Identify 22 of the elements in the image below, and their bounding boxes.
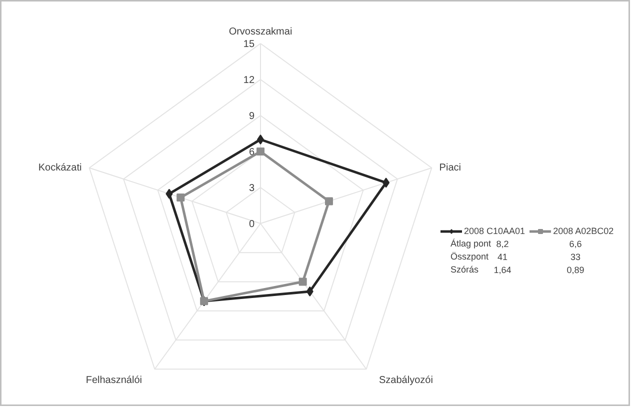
text: 6,6 — [569, 239, 582, 249]
text: 41 — [497, 252, 508, 262]
text: Összpont — [450, 252, 490, 262]
text: 33 — [570, 252, 581, 262]
y-tick-label: 0 — [248, 219, 255, 230]
y-tick-label: 6 — [248, 147, 255, 158]
spoke-label: Felhasználói — [86, 375, 142, 386]
text: Szórás — [450, 264, 480, 274]
legend-label: 2008 C10AA01 — [464, 226, 526, 236]
text: Átlag pont — [450, 238, 492, 248]
legend-label: 2008 A02BC02 — [553, 226, 614, 236]
y-tick-label: 9 — [248, 111, 255, 122]
text: 1,64 — [494, 265, 512, 275]
spoke-label: Piaci — [439, 162, 461, 174]
y-tick-label: 15 — [243, 39, 255, 50]
y-tick-label: 12 — [243, 75, 255, 86]
text: 8,2 — [496, 239, 509, 249]
spoke-label: Orvosszakmai — [228, 26, 292, 38]
y-tick-label: 3 — [248, 183, 255, 194]
spoke-label: Kockázati — [38, 162, 82, 174]
text: 0,89 — [566, 265, 584, 275]
spoke-label: Szabályozói — [379, 375, 433, 386]
